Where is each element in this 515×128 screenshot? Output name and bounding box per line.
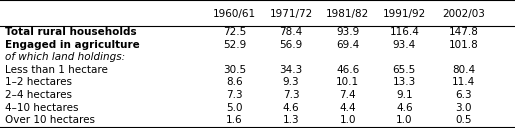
Text: Less than 1 hectare: Less than 1 hectare [5,65,108,75]
Text: 93.9: 93.9 [336,27,359,37]
Text: 93.4: 93.4 [392,40,416,50]
Text: Total rural households: Total rural households [5,27,137,37]
Text: 4–10 hectares: 4–10 hectares [5,103,79,113]
Text: 1.0: 1.0 [396,115,413,125]
Text: 101.8: 101.8 [449,40,478,50]
Text: 46.6: 46.6 [336,65,359,75]
Text: 6.3: 6.3 [455,90,472,100]
Text: 0.5: 0.5 [455,115,472,125]
Text: 1991/92: 1991/92 [383,9,426,19]
Text: 10.1: 10.1 [336,77,359,87]
Text: 7.4: 7.4 [339,90,356,100]
Text: 4.4: 4.4 [339,103,356,113]
Text: 4.6: 4.6 [283,103,299,113]
Text: 13.3: 13.3 [392,77,416,87]
Text: 4.6: 4.6 [396,103,413,113]
Text: 9.1: 9.1 [396,90,413,100]
Text: of which land holdings:: of which land holdings: [5,52,125,62]
Text: 1960/61: 1960/61 [213,9,256,19]
Text: 9.3: 9.3 [283,77,299,87]
Text: 72.5: 72.5 [222,27,246,37]
Text: 1–2 hectares: 1–2 hectares [5,77,72,87]
Text: 2–4 hectares: 2–4 hectares [5,90,72,100]
Text: 116.4: 116.4 [389,27,419,37]
Text: 78.4: 78.4 [279,27,303,37]
Text: 2002/03: 2002/03 [442,9,485,19]
Text: 65.5: 65.5 [392,65,416,75]
Text: 30.5: 30.5 [223,65,246,75]
Text: 8.6: 8.6 [226,77,243,87]
Text: 1.3: 1.3 [283,115,299,125]
Text: 80.4: 80.4 [452,65,475,75]
Text: 11.4: 11.4 [452,77,475,87]
Text: 1.6: 1.6 [226,115,243,125]
Text: 1981/82: 1981/82 [326,9,369,19]
Text: 147.8: 147.8 [449,27,478,37]
Text: Over 10 hectares: Over 10 hectares [5,115,95,125]
Text: Engaged in agriculture: Engaged in agriculture [5,40,140,50]
Text: 7.3: 7.3 [283,90,299,100]
Text: 34.3: 34.3 [279,65,303,75]
Text: 69.4: 69.4 [336,40,359,50]
Text: 1.0: 1.0 [339,115,356,125]
Text: 56.9: 56.9 [279,40,303,50]
Text: 1971/72: 1971/72 [269,9,313,19]
Text: 7.3: 7.3 [226,90,243,100]
Text: 5.0: 5.0 [226,103,243,113]
Text: 52.9: 52.9 [222,40,246,50]
Text: 3.0: 3.0 [455,103,472,113]
